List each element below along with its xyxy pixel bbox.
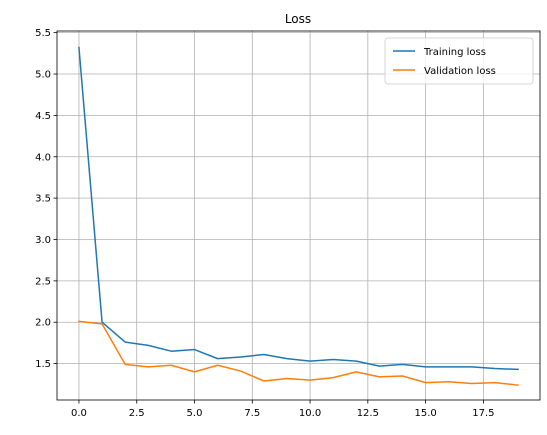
y-tick-label: 4.0 — [35, 152, 51, 163]
x-tick-label: 12.5 — [357, 408, 379, 419]
series-line-training-loss — [78, 46, 519, 371]
legend: Training loss Validation loss — [384, 37, 534, 85]
legend-box — [384, 37, 534, 85]
y-tick-label: 2.5 — [35, 276, 51, 287]
x-tick-label: 5.0 — [187, 408, 203, 419]
x-tick-label: 10.0 — [299, 408, 321, 419]
legend-label: Training loss — [423, 47, 486, 58]
series-layer — [78, 46, 519, 386]
y-tick-label: 2.0 — [35, 318, 51, 329]
x-tick-label: 15.0 — [414, 408, 436, 419]
x-tick-label: 7.5 — [244, 408, 260, 419]
legend-label: Validation loss — [424, 66, 496, 77]
y-tick-label: 4.5 — [35, 111, 51, 122]
plot-frame — [56, 30, 541, 401]
y-tick-label: 3.5 — [35, 194, 51, 205]
chart-title: Loss — [285, 12, 311, 26]
x-tick-label: 0.0 — [71, 408, 87, 419]
x-tick-label: 17.5 — [472, 408, 494, 419]
grid — [57, 31, 540, 400]
y-tick-label: 1.5 — [35, 359, 51, 370]
axes: 0.0 2.5 5.0 7.5 10.0 12.5 15.0 17.5 1.5 2.0 2.5 3.0… — [35, 28, 494, 419]
series-line-validation-loss — [78, 320, 519, 386]
y-tick-label: 5.5 — [35, 28, 51, 39]
y-tick-label: 3.0 — [35, 235, 51, 246]
y-tick-label: 5.0 — [35, 70, 51, 81]
x-tick-label: 2.5 — [129, 408, 145, 419]
